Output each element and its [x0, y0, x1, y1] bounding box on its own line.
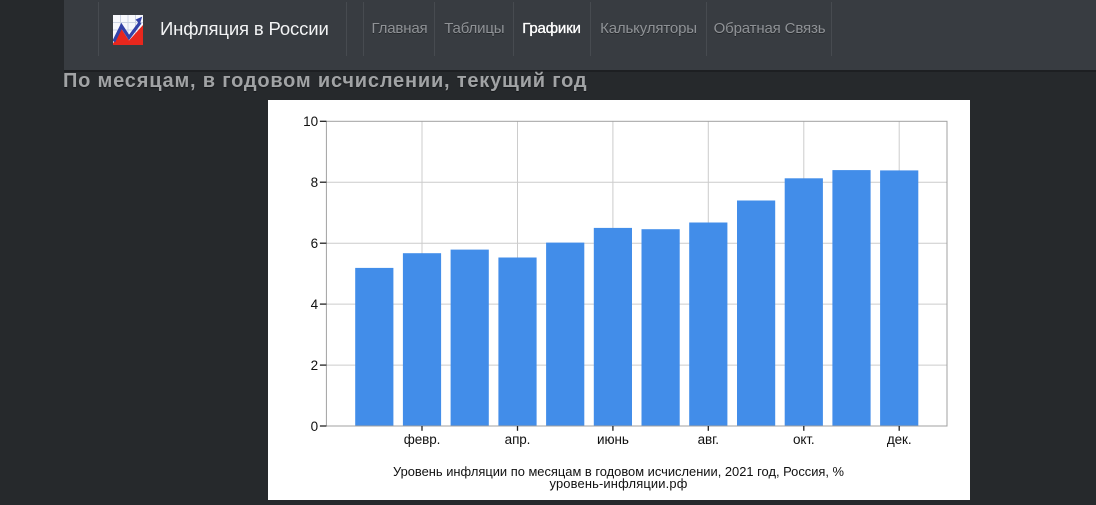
svg-text:дек.: дек. — [887, 432, 912, 447]
svg-text:июнь: июнь — [597, 432, 629, 447]
svg-text:6: 6 — [311, 236, 319, 251]
svg-text:Уровень инфляции по месяцам в: Уровень инфляции по месяцам в годовом ис… — [393, 464, 844, 479]
svg-text:4: 4 — [311, 297, 319, 312]
svg-text:8: 8 — [311, 175, 319, 190]
svg-text:уровень-инфляции.рф: уровень-инфляции.рф — [550, 476, 688, 491]
svg-text:февр.: февр. — [404, 432, 441, 447]
svg-text:авг.: авг. — [698, 432, 719, 447]
svg-text:0: 0 — [311, 419, 319, 434]
svg-text:2: 2 — [311, 358, 319, 373]
svg-text:10: 10 — [303, 114, 318, 129]
svg-text:окт.: окт. — [793, 432, 815, 447]
svg-text:апр.: апр. — [505, 432, 531, 447]
